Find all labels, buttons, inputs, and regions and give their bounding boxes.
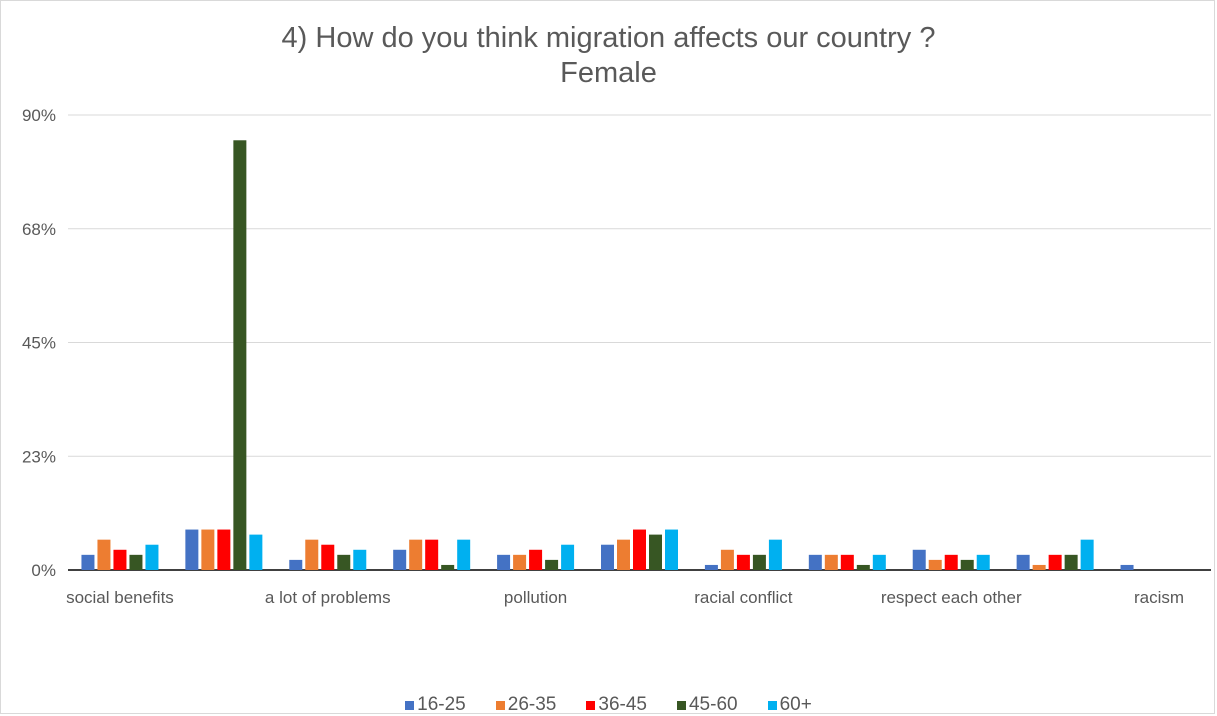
legend-item: 36-45	[586, 694, 647, 716]
bar-60+-6	[768, 539, 782, 570]
bar-16-25-7	[808, 554, 822, 570]
y-tick-label: 23%	[22, 447, 56, 466]
legend-swatch	[767, 700, 777, 710]
bar-36-45-8	[944, 554, 958, 570]
chart-title-block: 4) How do you think migration affects ou…	[1, 21, 1216, 91]
bar-16-25-10	[1120, 564, 1134, 570]
bar-26-35-5	[617, 539, 630, 570]
x-tick-label: racial conflict	[694, 588, 793, 607]
legend-item: 45-60	[676, 694, 738, 716]
bar-45-60-5	[649, 534, 662, 570]
bar-16-25-3	[393, 549, 407, 570]
bar-26-35-9	[1032, 564, 1046, 570]
bar-26-35-4	[513, 554, 527, 570]
bar-45-60-6	[752, 554, 766, 570]
bar-45-60-2	[337, 554, 351, 570]
bar-16-25-2	[289, 559, 303, 570]
bar-60+-5	[665, 529, 678, 570]
bar-45-60-8	[960, 559, 974, 570]
x-tick-label: social benefits	[66, 588, 174, 607]
y-tick-label: 90%	[22, 106, 56, 125]
y-tick-label: 45%	[22, 334, 56, 353]
bar-26-35-6	[720, 549, 734, 570]
bar-16-25-5	[601, 544, 614, 570]
bar-45-60-7	[856, 564, 870, 570]
bar-45-60-1	[233, 140, 247, 570]
bar-36-45-7	[840, 554, 854, 570]
legend: 16-25 26-35 36-45 45-60 60+	[1, 694, 1216, 716]
bar-16-25-4	[497, 554, 511, 570]
bar-16-25-9	[1016, 554, 1030, 570]
bar-16-25-8	[912, 549, 926, 570]
x-tick-label: respect each other	[881, 588, 1022, 607]
legend-swatch	[495, 700, 505, 710]
bar-60+-8	[976, 554, 990, 570]
bar-36-45-6	[736, 554, 750, 570]
bar-36-45-2	[321, 544, 335, 570]
legend-label: 36-45	[598, 694, 647, 715]
bar-36-45-1	[217, 529, 231, 570]
legend-label: 60+	[779, 694, 812, 715]
bar-36-45-4	[529, 549, 543, 570]
legend-swatch	[586, 700, 596, 710]
bar-36-45-3	[425, 539, 439, 570]
bar-36-45-0	[113, 549, 127, 570]
bar-60+-3	[457, 539, 471, 570]
bar-26-35-7	[824, 554, 838, 570]
bar-60+-2	[353, 549, 367, 570]
y-tick-label: 0%	[31, 561, 56, 580]
legend-label: 26-35	[507, 694, 557, 715]
legend-item: 60+	[767, 694, 812, 716]
legend-swatch	[405, 700, 415, 710]
bar-26-35-3	[409, 539, 423, 570]
legend-label: 45-60	[688, 694, 738, 715]
chart-subtitle: Female	[560, 57, 657, 89]
bar-60+-1	[249, 534, 263, 570]
x-tick-label: pollution	[504, 588, 567, 607]
bar-60+-9	[1080, 539, 1094, 570]
legend-item: 26-35	[495, 694, 557, 716]
x-tick-label: a lot of problems	[265, 588, 391, 607]
bar-60+-0	[145, 544, 159, 570]
bar-26-35-8	[928, 559, 942, 570]
bar-60+-4	[561, 544, 575, 570]
bar-26-35-1	[201, 529, 215, 570]
bar-45-60-9	[1064, 554, 1078, 570]
bar-16-25-0	[81, 554, 95, 570]
x-tick-label: racism	[1134, 588, 1184, 607]
legend-label: 16-25	[417, 694, 466, 715]
bar-45-60-3	[441, 564, 455, 570]
bar-45-60-0	[129, 554, 143, 570]
legend-item: 16-25	[405, 694, 466, 716]
bar-16-25-1	[185, 529, 199, 570]
bar-26-35-2	[305, 539, 319, 570]
bar-16-25-6	[704, 564, 718, 570]
bar-36-45-5	[633, 529, 646, 570]
bar-26-35-0	[97, 539, 111, 570]
chart-title: 4) How do you think migration affects ou…	[281, 22, 936, 54]
y-tick-label: 68%	[22, 220, 56, 239]
legend-swatch	[676, 700, 686, 710]
bar-45-60-4	[545, 559, 559, 570]
bar-36-45-9	[1048, 554, 1062, 570]
bar-60+-7	[872, 554, 886, 570]
